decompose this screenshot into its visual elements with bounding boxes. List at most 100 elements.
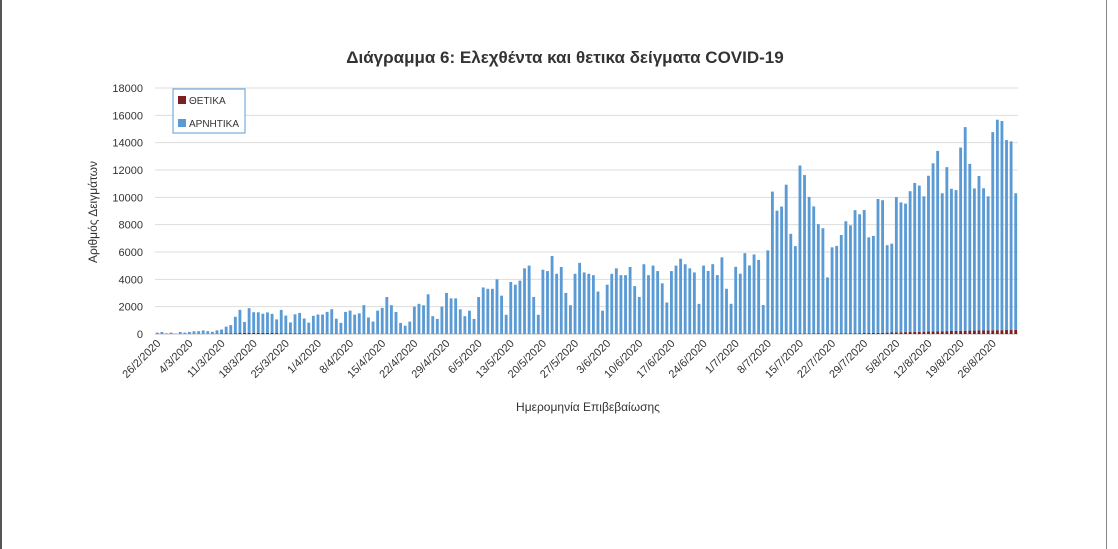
bar-positive bbox=[862, 333, 866, 334]
bar-negative bbox=[513, 284, 517, 334]
bar-negative bbox=[449, 298, 453, 334]
bar-negative bbox=[339, 322, 343, 334]
bar-positive bbox=[1000, 330, 1004, 334]
bar-positive bbox=[224, 333, 228, 334]
bar-negative bbox=[940, 193, 944, 332]
bar-positive bbox=[876, 332, 880, 334]
bar-negative bbox=[376, 310, 380, 334]
bar-negative bbox=[826, 277, 829, 334]
bar-negative bbox=[775, 210, 779, 334]
x-tick-label: 1/4/2020 bbox=[285, 338, 324, 377]
bar-negative bbox=[917, 185, 921, 332]
bar-negative bbox=[417, 303, 421, 334]
bar-positive bbox=[1014, 329, 1018, 334]
bar-negative bbox=[789, 233, 793, 334]
bar-negative bbox=[711, 264, 715, 334]
bar-negative bbox=[270, 313, 274, 333]
bar-negative bbox=[564, 292, 568, 334]
bar-negative bbox=[394, 312, 398, 334]
bar-negative bbox=[490, 288, 494, 334]
bar-negative bbox=[307, 322, 311, 334]
bar-negative bbox=[220, 329, 223, 334]
bar-negative bbox=[238, 309, 242, 334]
bar-positive bbox=[1005, 330, 1008, 334]
bar-negative bbox=[367, 317, 370, 334]
y-tick-label: 8000 bbox=[119, 220, 143, 232]
x-axis-ticks: 26/2/20204/3/202011/3/202018/3/202025/3/… bbox=[120, 338, 999, 381]
bar-negative bbox=[674, 265, 678, 334]
bar-negative bbox=[922, 196, 926, 332]
bar-negative bbox=[734, 266, 738, 334]
bar-negative bbox=[899, 202, 903, 333]
bar-negative bbox=[458, 309, 462, 334]
bar-negative bbox=[229, 325, 233, 334]
bar-positive bbox=[233, 333, 237, 334]
bar-negative bbox=[743, 253, 747, 334]
bar-negative bbox=[725, 288, 728, 334]
bar-negative bbox=[761, 305, 765, 334]
bar-positive bbox=[293, 333, 297, 334]
bar-negative bbox=[780, 206, 784, 334]
bar-negative bbox=[991, 132, 995, 331]
bar-negative bbox=[656, 271, 660, 334]
bar-negative bbox=[206, 331, 210, 334]
bar-negative bbox=[995, 119, 999, 331]
bar-negative bbox=[665, 302, 669, 334]
bar-positive bbox=[940, 331, 944, 334]
bar-negative bbox=[210, 331, 214, 334]
bar-positive bbox=[288, 333, 292, 334]
bar-positive bbox=[977, 330, 981, 334]
bar-positive bbox=[270, 332, 274, 334]
bar-negative bbox=[614, 268, 618, 334]
bar-negative bbox=[927, 175, 930, 332]
y-tick-label: 6000 bbox=[119, 247, 143, 259]
bar-negative bbox=[316, 314, 320, 334]
bar-negative bbox=[399, 322, 403, 334]
bar-negative bbox=[1014, 193, 1018, 330]
bar-negative bbox=[610, 273, 614, 334]
bar-negative bbox=[936, 150, 940, 332]
bar-negative bbox=[495, 279, 499, 334]
bar-positive bbox=[950, 330, 953, 334]
bar-negative bbox=[720, 257, 724, 334]
bar-negative bbox=[679, 258, 683, 334]
y-tick-label: 16000 bbox=[112, 110, 143, 122]
bar-positive bbox=[922, 331, 926, 334]
bar-positive bbox=[261, 332, 265, 334]
bar-negative bbox=[403, 325, 407, 334]
bar-negative bbox=[890, 243, 894, 333]
bar-positive bbox=[830, 333, 834, 334]
y-tick-label: 12000 bbox=[112, 165, 143, 177]
bar-negative bbox=[706, 270, 710, 334]
bar-negative bbox=[426, 294, 430, 334]
bar-positive bbox=[972, 330, 976, 334]
chart-title: Διάγραμμα 6: Ελεχθέντα και θετικα δείγμα… bbox=[346, 48, 783, 67]
bar-negative bbox=[798, 165, 802, 334]
bar-negative bbox=[628, 266, 632, 334]
window-border-right bbox=[1106, 0, 1107, 549]
bar-positive bbox=[991, 330, 995, 334]
bar-negative bbox=[977, 176, 981, 331]
bar-negative bbox=[821, 228, 825, 334]
bar-negative bbox=[812, 206, 816, 334]
bar-negative bbox=[389, 305, 393, 334]
bar-negative bbox=[435, 318, 439, 334]
bar-negative bbox=[624, 275, 627, 334]
bar-negative bbox=[431, 316, 435, 334]
bar-negative bbox=[605, 284, 609, 334]
bar-negative bbox=[752, 254, 756, 334]
bar-negative bbox=[669, 271, 673, 334]
bar-positive bbox=[252, 332, 256, 334]
bar-positive bbox=[821, 333, 825, 334]
bar-negative bbox=[849, 225, 852, 334]
bar-negative bbox=[963, 127, 967, 331]
bar-positive bbox=[243, 332, 246, 334]
bar-positive bbox=[839, 333, 843, 334]
y-tick-label: 14000 bbox=[112, 138, 143, 150]
bar-positive bbox=[931, 331, 935, 334]
bar-negative bbox=[559, 266, 563, 334]
bar-negative bbox=[348, 310, 352, 334]
bar-negative bbox=[904, 203, 907, 333]
bar-negative bbox=[266, 312, 269, 333]
bar-negative bbox=[344, 311, 347, 334]
